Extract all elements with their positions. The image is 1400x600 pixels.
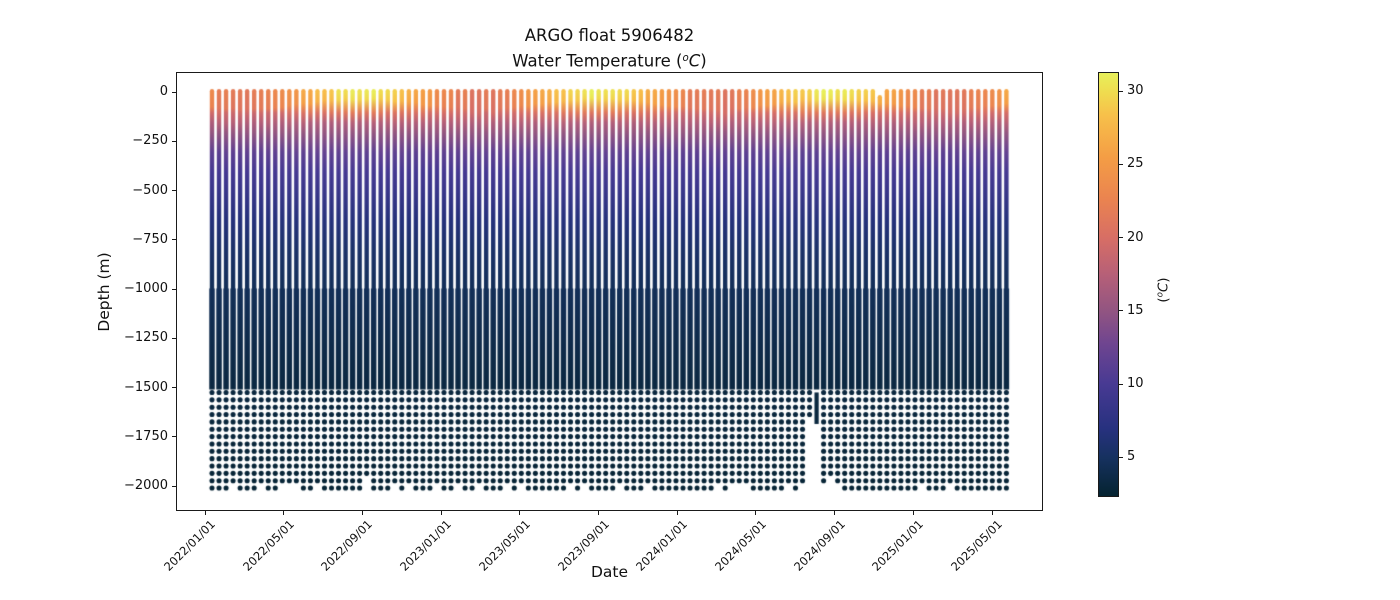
- y-tick-label: −750: [132, 231, 168, 247]
- y-tick-label: −1500: [124, 379, 168, 395]
- x-tickmark: [519, 511, 521, 515]
- x-tickmark: [361, 511, 363, 515]
- x-tickmark: [834, 511, 836, 515]
- title-line-1: ARGO float 5906482: [524, 26, 695, 45]
- y-tick-label: −1250: [124, 330, 168, 346]
- colorbar-tick-label: 30: [1127, 83, 1144, 99]
- x-tickmark: [676, 511, 678, 515]
- x-tickmark: [440, 511, 442, 515]
- colorbar-label: (oC): [1154, 277, 1172, 303]
- colorbar-tickmark: [1119, 456, 1123, 458]
- x-tickmark: [598, 511, 599, 515]
- x-tickmark: [283, 511, 285, 515]
- y-tickmark: [172, 190, 176, 191]
- title-line-2: Water Temperature (oC): [512, 51, 707, 71]
- y-tickmark: [172, 436, 176, 438]
- y-tickmark: [172, 288, 176, 290]
- colorbar: [1098, 72, 1119, 497]
- colorbar-tick-label: 5: [1127, 449, 1136, 465]
- y-tick-label: −1750: [124, 428, 168, 444]
- colorbar-tickmark: [1119, 237, 1123, 239]
- plot-area: [176, 72, 1043, 511]
- colorbar-tickmark: [1119, 383, 1123, 385]
- x-axis-label: Date: [590, 563, 629, 581]
- colorbar-tick-label: 25: [1127, 156, 1144, 172]
- y-tick-label: −1000: [124, 281, 168, 296]
- colorbar-tickmark: [1119, 163, 1123, 165]
- y-tickmark: [172, 337, 176, 339]
- profiles-scatter: [177, 73, 1042, 510]
- colorbar-tickmark: [1119, 310, 1123, 312]
- y-tickmark: [172, 91, 176, 93]
- colorbar-tick-label: 15: [1127, 302, 1144, 318]
- colorbar-tickmark: [1119, 90, 1123, 92]
- y-tickmark: [172, 239, 176, 241]
- x-tickmark: [991, 511, 993, 515]
- colorbar-tick-label: 10: [1127, 376, 1144, 392]
- y-tick-label: −250: [132, 133, 168, 149]
- colorbar-tick-label: 20: [1127, 229, 1144, 245]
- y-tickmark: [172, 485, 176, 487]
- y-tick-label: 0: [159, 84, 168, 99]
- y-tick-label: −500: [132, 182, 168, 198]
- y-tickmark: [172, 387, 176, 388]
- x-tickmark: [204, 511, 206, 515]
- y-tick-label: −2000: [124, 478, 168, 493]
- y-tickmark: [172, 140, 176, 142]
- chart-title: ARGO float 5906482 Water Temperature (oC…: [176, 24, 1043, 73]
- x-tickmark: [912, 511, 914, 515]
- x-tickmark: [755, 511, 757, 515]
